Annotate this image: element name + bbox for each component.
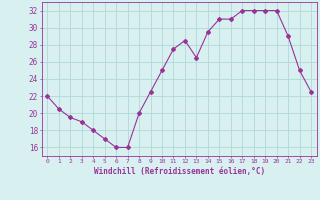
X-axis label: Windchill (Refroidissement éolien,°C): Windchill (Refroidissement éolien,°C) <box>94 167 265 176</box>
